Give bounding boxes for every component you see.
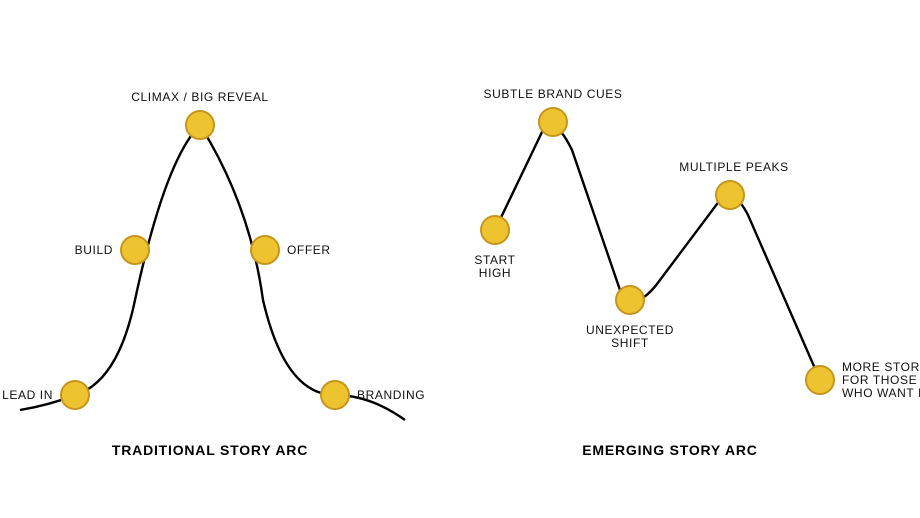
node-dot <box>321 381 349 409</box>
traditional-node: CLIMAX / BIG REVEAL <box>131 90 268 139</box>
emerging-node: STARTHIGH <box>474 216 515 280</box>
node-dot <box>61 381 89 409</box>
node-label: UNEXPECTEDSHIFT <box>586 323 674 350</box>
node-dot <box>806 366 834 394</box>
node-label: SUBTLE BRAND CUES <box>484 87 623 101</box>
right-panel: STARTHIGH SUBTLE BRAND CUES UNEXPECTEDSHIF… <box>474 87 920 458</box>
node-label: LEAD IN <box>2 388 53 402</box>
node-label: MULTIPLE PEAKS <box>679 160 789 174</box>
emerging-node: SUBTLE BRAND CUES <box>484 87 623 136</box>
node-dot <box>481 216 509 244</box>
traditional-arc-curve <box>20 125 405 420</box>
traditional-arc-nodes: LEAD IN BUILD CLIMAX / BIG REVEAL OFFER BRAN… <box>2 90 425 409</box>
node-dot <box>539 108 567 136</box>
node-label: STARTHIGH <box>474 253 515 280</box>
story-arc-diagram: LEAD IN BUILD CLIMAX / BIG REVEAL OFFER BRAN… <box>0 0 920 518</box>
traditional-node: BRANDING <box>321 381 425 409</box>
traditional-arc-title: TRADITIONAL STORY ARC <box>112 442 308 458</box>
node-label: BUILD <box>75 243 113 257</box>
emerging-node: UNEXPECTEDSHIFT <box>586 286 674 350</box>
node-label: OFFER <box>287 243 331 257</box>
node-dot <box>186 111 214 139</box>
emerging-node: MULTIPLE PEAKS <box>679 160 789 209</box>
node-dot <box>251 236 279 264</box>
node-dot <box>616 286 644 314</box>
node-label: CLIMAX / BIG REVEAL <box>131 90 268 104</box>
emerging-arc-title: EMERGING STORY ARC <box>582 442 757 458</box>
node-dot <box>716 181 744 209</box>
traditional-node: BUILD <box>75 236 149 264</box>
left-panel: LEAD IN BUILD CLIMAX / BIG REVEAL OFFER BRAN… <box>2 90 425 458</box>
traditional-node: OFFER <box>251 236 331 264</box>
emerging-node: MORE STORYFOR THOSEWHO WANT IT <box>806 360 920 400</box>
node-dot <box>121 236 149 264</box>
node-label: BRANDING <box>357 388 425 402</box>
node-label: MORE STORYFOR THOSEWHO WANT IT <box>842 360 920 400</box>
